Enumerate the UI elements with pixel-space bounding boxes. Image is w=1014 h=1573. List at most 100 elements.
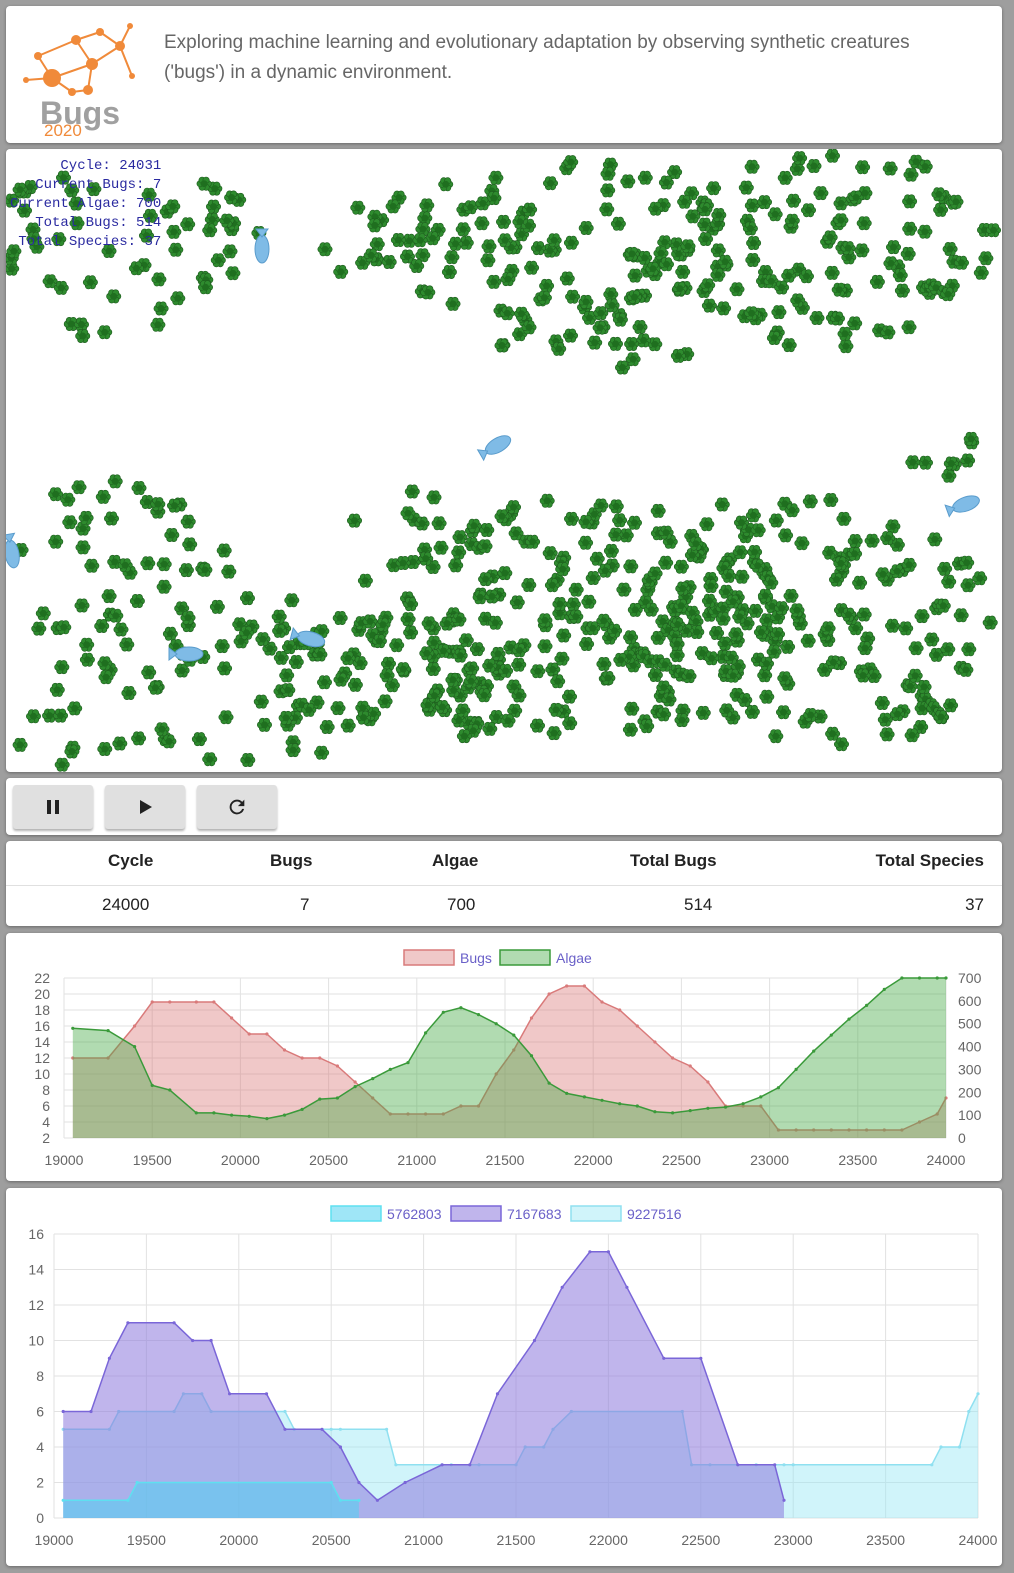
- algae: [472, 590, 488, 605]
- algae: [744, 159, 760, 174]
- algae: [941, 468, 957, 483]
- algae: [482, 658, 498, 673]
- algae: [901, 557, 917, 572]
- data-point: [357, 1480, 361, 1485]
- algae: [301, 702, 317, 717]
- data-point: [671, 1111, 675, 1115]
- algae: [497, 566, 513, 581]
- algae: [182, 537, 198, 552]
- algae: [420, 698, 436, 713]
- algae: [940, 642, 956, 657]
- data-point: [600, 1000, 604, 1004]
- algae: [340, 651, 356, 666]
- logo-text: Bugs: [40, 95, 120, 131]
- algae: [400, 612, 416, 627]
- algae: [142, 208, 158, 223]
- data-point: [126, 1321, 130, 1325]
- algae: [627, 290, 643, 305]
- algae: [86, 182, 102, 197]
- data-point: [106, 1056, 110, 1060]
- algae: [830, 311, 846, 326]
- data-point: [335, 1064, 339, 1068]
- algae: [494, 338, 510, 353]
- x-tick: 23500: [838, 1152, 877, 1168]
- algae: [954, 255, 970, 270]
- algae: [552, 597, 568, 612]
- algae: [746, 236, 762, 251]
- data-point: [329, 1480, 333, 1485]
- data-point: [338, 1427, 342, 1431]
- algae: [112, 736, 128, 751]
- algae: [56, 170, 72, 185]
- algae: [544, 578, 560, 593]
- algae: [802, 494, 818, 509]
- legend-label: 5762803: [387, 1206, 442, 1222]
- y-right-tick: 400: [958, 1039, 982, 1055]
- data-point: [338, 1498, 342, 1502]
- algae: [931, 187, 947, 202]
- bug: [168, 646, 204, 662]
- algae: [880, 325, 896, 340]
- algae: [498, 663, 514, 678]
- algae: [856, 607, 872, 622]
- algae: [551, 341, 567, 356]
- simulation-canvas[interactable]: Cycle: 24031 Current Bugs: 7 Current Alg…: [6, 149, 1002, 772]
- algae: [592, 320, 608, 335]
- data-point: [812, 1128, 816, 1132]
- algae: [51, 232, 67, 247]
- algae: [874, 696, 890, 711]
- algae: [596, 613, 612, 628]
- algae: [420, 285, 436, 300]
- data-point: [794, 1128, 798, 1132]
- algae: [768, 513, 784, 528]
- algae: [371, 634, 387, 649]
- algae: [530, 664, 546, 679]
- pause-button[interactable]: [13, 785, 93, 829]
- algae: [627, 268, 643, 283]
- data-point: [230, 1113, 234, 1117]
- algae: [763, 575, 779, 590]
- algae: [624, 246, 640, 261]
- data-point: [495, 1392, 500, 1396]
- data-point: [812, 1049, 816, 1053]
- algae: [972, 571, 988, 586]
- algae: [973, 265, 989, 280]
- algae: [82, 275, 98, 290]
- legend-swatch: [330, 1205, 382, 1222]
- algae: [672, 281, 688, 296]
- algae: [12, 737, 28, 752]
- algae: [838, 339, 854, 354]
- algae: [716, 301, 732, 316]
- data-point: [441, 1010, 445, 1014]
- algae: [786, 193, 802, 208]
- data-point: [126, 1498, 130, 1502]
- algae: [941, 574, 957, 589]
- algae: [280, 683, 296, 698]
- algae: [959, 555, 975, 570]
- algae: [554, 651, 570, 666]
- algae: [481, 239, 497, 254]
- algae: [747, 545, 763, 560]
- algae: [278, 710, 294, 725]
- algae: [840, 241, 856, 256]
- algae: [550, 674, 566, 689]
- algae: [412, 233, 428, 248]
- algae: [511, 643, 527, 658]
- algae: [763, 274, 779, 289]
- reset-button[interactable]: [197, 785, 277, 829]
- algae: [357, 573, 373, 588]
- algae: [314, 624, 330, 639]
- algae: [141, 665, 157, 680]
- algae: [608, 499, 624, 514]
- algae: [578, 514, 594, 529]
- algae: [593, 306, 609, 321]
- algae: [340, 718, 356, 733]
- data-point: [264, 1392, 269, 1396]
- algae: [389, 638, 405, 653]
- y-left-tick: 18: [34, 1002, 50, 1018]
- algae: [613, 652, 629, 667]
- play-button[interactable]: [105, 785, 185, 829]
- algae: [669, 637, 685, 652]
- data-point: [532, 1338, 537, 1343]
- algae: [218, 710, 234, 725]
